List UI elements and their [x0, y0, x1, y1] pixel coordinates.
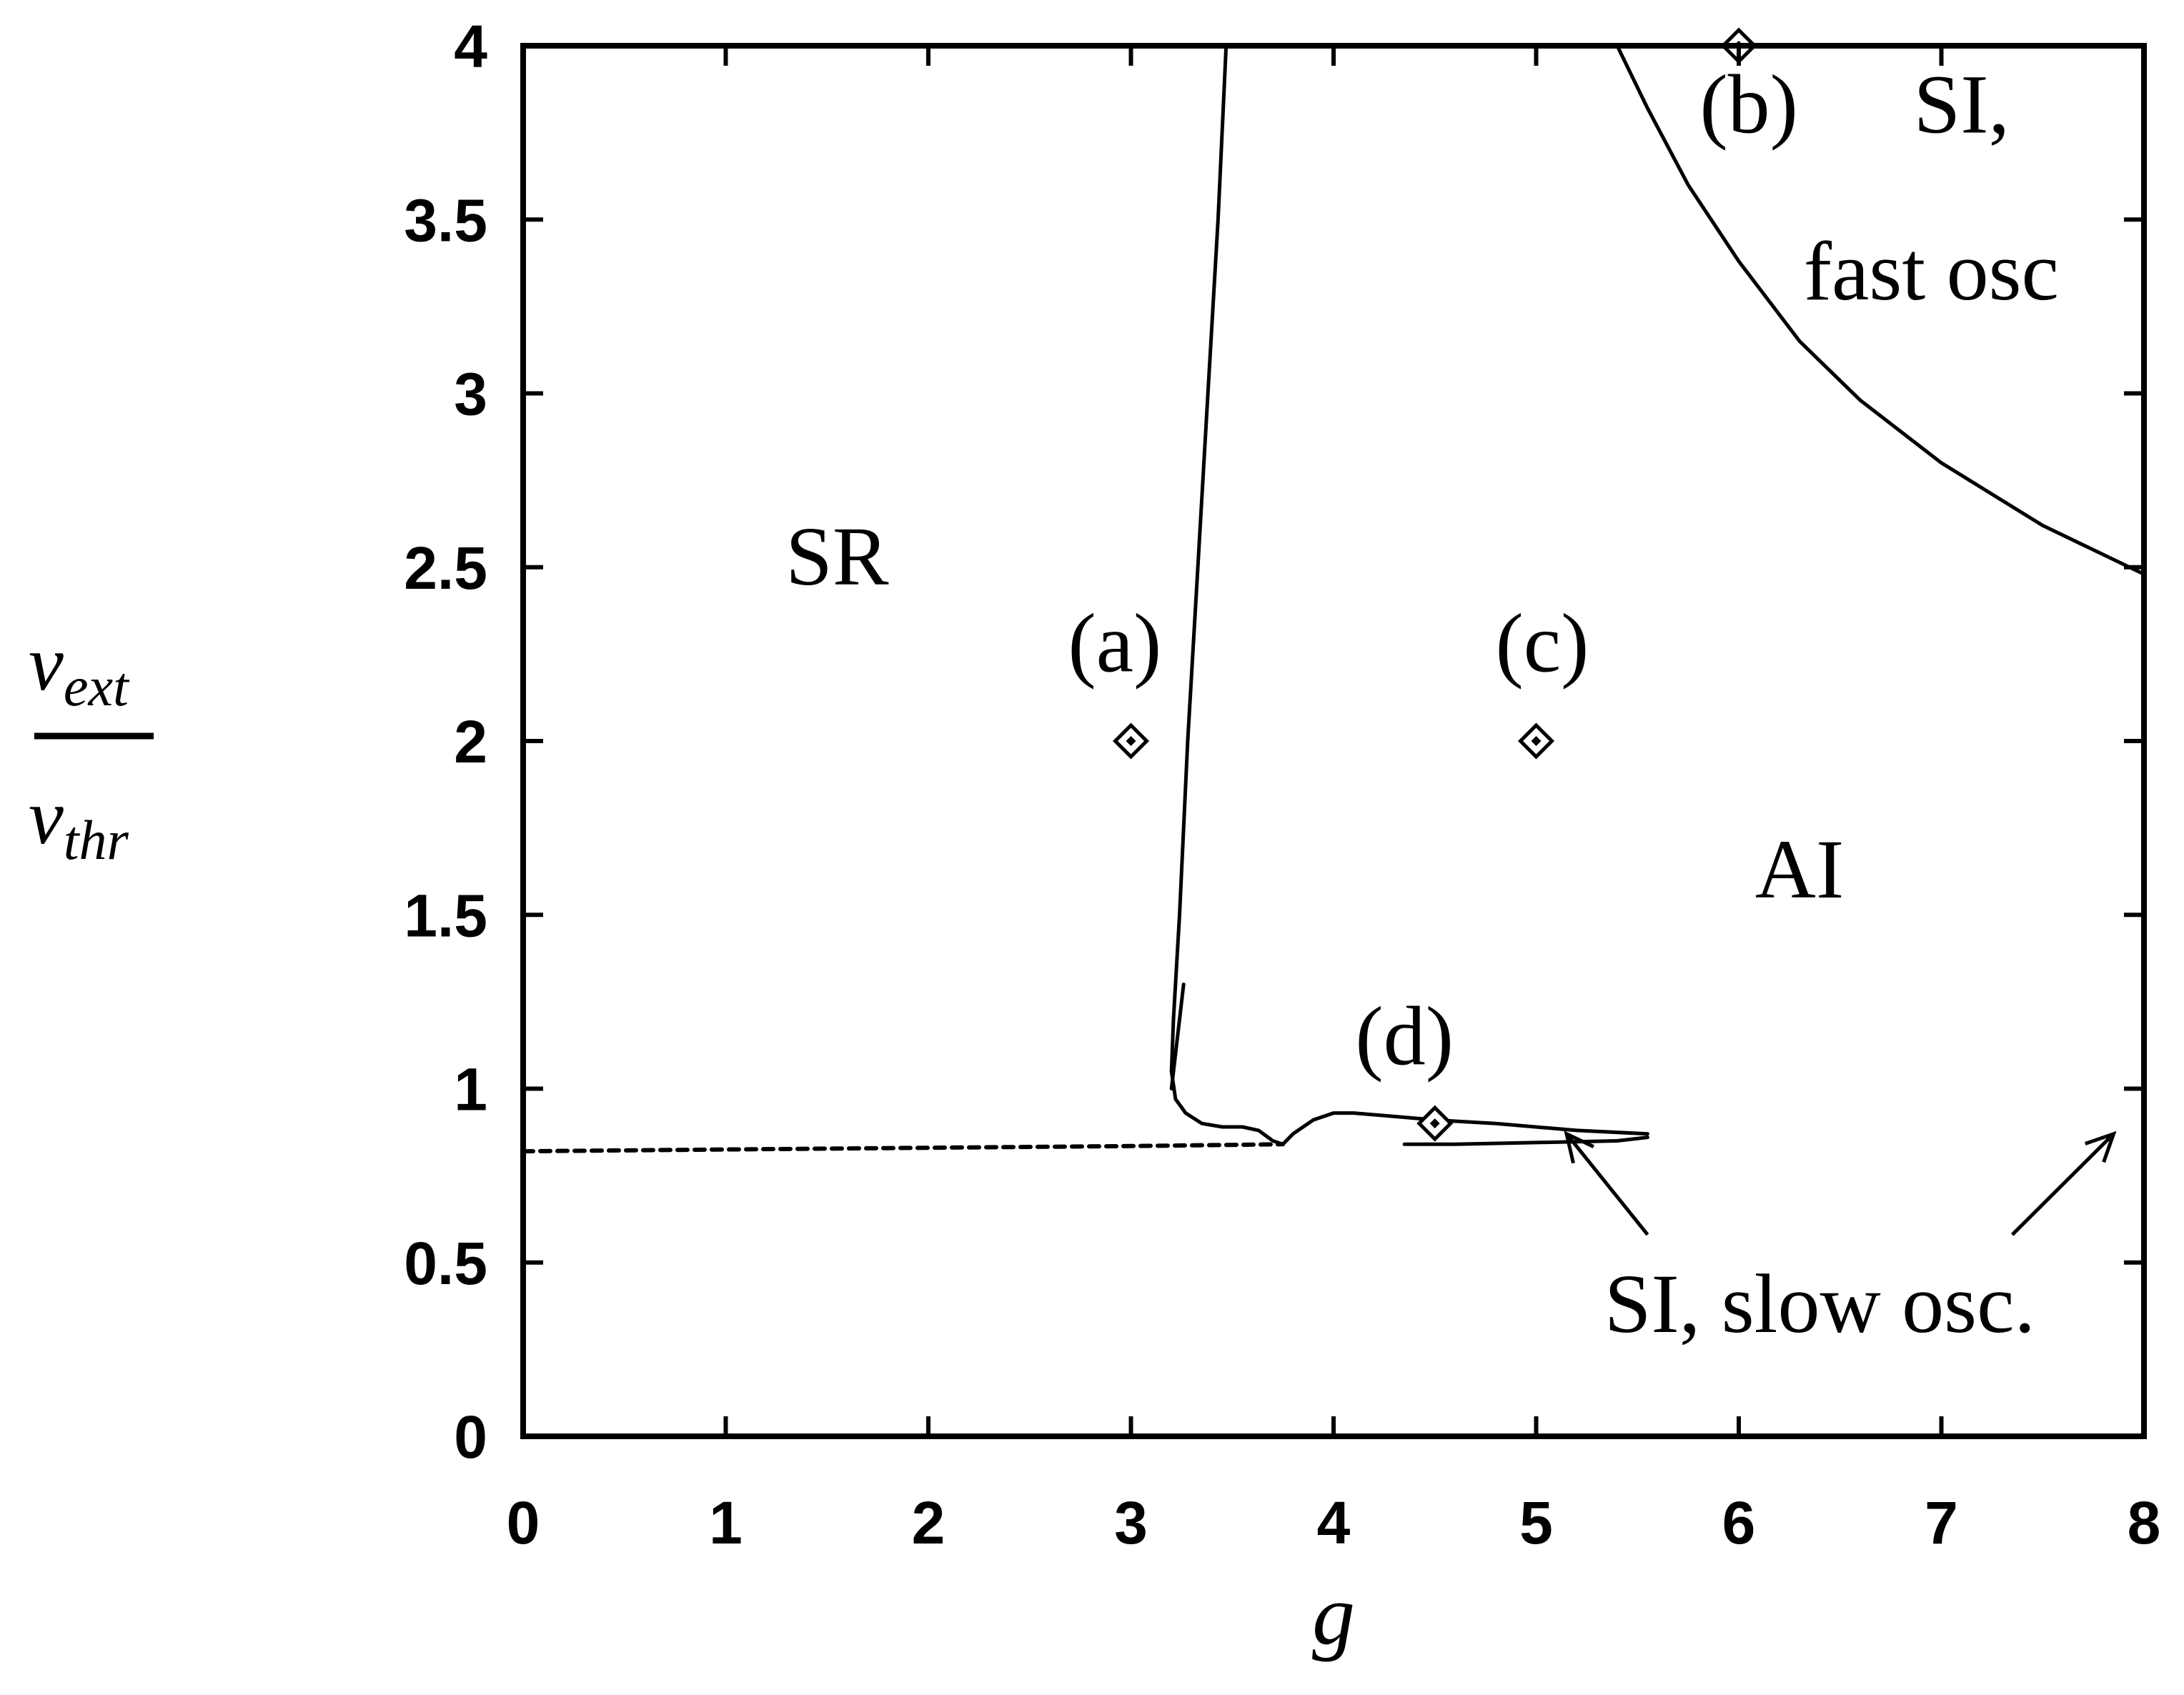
series-line-1 — [1169, 44, 1649, 1146]
point-label: (b) — [1699, 58, 1798, 151]
point-label: (a) — [1068, 597, 1161, 690]
region-label: AI — [1755, 822, 1845, 916]
annotation-arrow-1 — [1564, 1130, 1649, 1236]
x-tick-label: 3 — [1114, 1489, 1148, 1556]
x-tick-label: 2 — [912, 1489, 945, 1556]
data-point-3 — [1517, 722, 1555, 760]
series-line-3 — [1169, 983, 1186, 1090]
series-line-2 — [1615, 44, 2146, 576]
region-label: SI, slow osc. — [1604, 1257, 2035, 1351]
region-label: SI, — [1914, 58, 2010, 151]
y-axis-label: νext νthr — [29, 620, 154, 871]
arrow-head — [1564, 1130, 1595, 1164]
diamond-marker-core — [1126, 736, 1136, 746]
labels-layer: SR AI SI, fast osc SI, slow osc. (a) (b) (c) (d) — [785, 58, 2059, 1351]
x-tick-label: 1 — [709, 1489, 743, 1556]
y-tick-label: 2.5 — [404, 535, 487, 602]
annotation-arrow-2 — [2010, 1130, 2117, 1236]
point-label: (d) — [1355, 989, 1454, 1083]
plot-layer — [521, 27, 2146, 1236]
series-line-4 — [521, 1142, 1286, 1154]
diamond-marker-core — [1531, 736, 1542, 746]
y-tick-label: 4 — [454, 13, 487, 80]
y-tick-label: 1.5 — [404, 882, 487, 949]
region-label: SR — [785, 510, 889, 603]
ticks-layer: 0 1 2 3 4 5 6 7 8 0 0.5 1 1.5 2 2.5 3 3.5 4 — [404, 13, 2160, 1556]
y-axis-numerator-sub: ext — [64, 655, 130, 717]
region-label: fast osc — [1804, 224, 2059, 318]
y-tick-label: 2 — [454, 708, 487, 775]
y-tick-label: 1 — [454, 1056, 487, 1123]
series-line-5 — [1402, 1135, 1649, 1146]
arrow-head — [2084, 1130, 2117, 1163]
data-point-1 — [1112, 722, 1150, 760]
arrow-shaft — [1565, 1133, 1649, 1236]
x-tick-label: 4 — [1317, 1489, 1351, 1556]
x-tick-label: 6 — [1722, 1489, 1756, 1556]
y-axis-denominator-sub: thr — [64, 809, 129, 871]
arrow-shaft — [2010, 1132, 2115, 1236]
y-axis-numerator: ν — [29, 620, 64, 707]
y-tick-label: 0.5 — [404, 1230, 487, 1297]
x-tick-label: 5 — [1519, 1489, 1553, 1556]
y-tick-label: 3.5 — [404, 187, 487, 254]
x-axis-label: g — [1312, 1567, 1355, 1662]
y-axis-denominator: ν — [29, 773, 64, 860]
y-tick-label: 3 — [454, 361, 487, 428]
point-label: (c) — [1496, 597, 1589, 690]
data-point-4 — [1416, 1105, 1454, 1142]
svg-text:νext: νext — [29, 620, 130, 717]
x-tick-label: 0 — [507, 1489, 540, 1556]
x-tick-label: 8 — [2128, 1489, 2161, 1556]
diamond-marker-core — [1429, 1118, 1440, 1129]
y-tick-label: 0 — [454, 1403, 487, 1471]
svg-text:νthr: νthr — [29, 773, 129, 871]
x-tick-label: 7 — [1925, 1489, 1958, 1556]
